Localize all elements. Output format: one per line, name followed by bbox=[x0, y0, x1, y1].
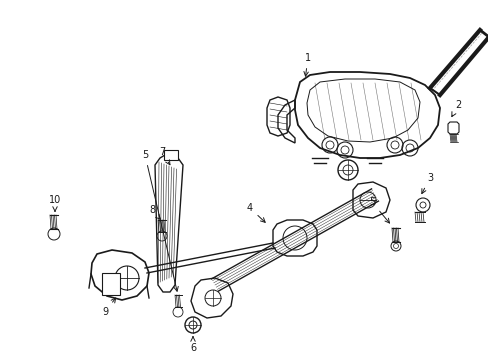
Text: 3: 3 bbox=[421, 173, 432, 194]
Text: 6: 6 bbox=[189, 337, 196, 353]
Text: 10: 10 bbox=[49, 195, 61, 211]
Text: 5: 5 bbox=[368, 197, 389, 223]
Text: 2: 2 bbox=[451, 100, 460, 117]
Text: 5: 5 bbox=[142, 150, 178, 291]
Text: 4: 4 bbox=[246, 203, 264, 222]
FancyBboxPatch shape bbox=[102, 273, 120, 295]
Text: 9: 9 bbox=[102, 298, 116, 317]
Text: 8: 8 bbox=[149, 205, 160, 219]
FancyBboxPatch shape bbox=[163, 150, 178, 160]
Text: 7: 7 bbox=[159, 147, 170, 165]
Text: 1: 1 bbox=[304, 53, 310, 76]
